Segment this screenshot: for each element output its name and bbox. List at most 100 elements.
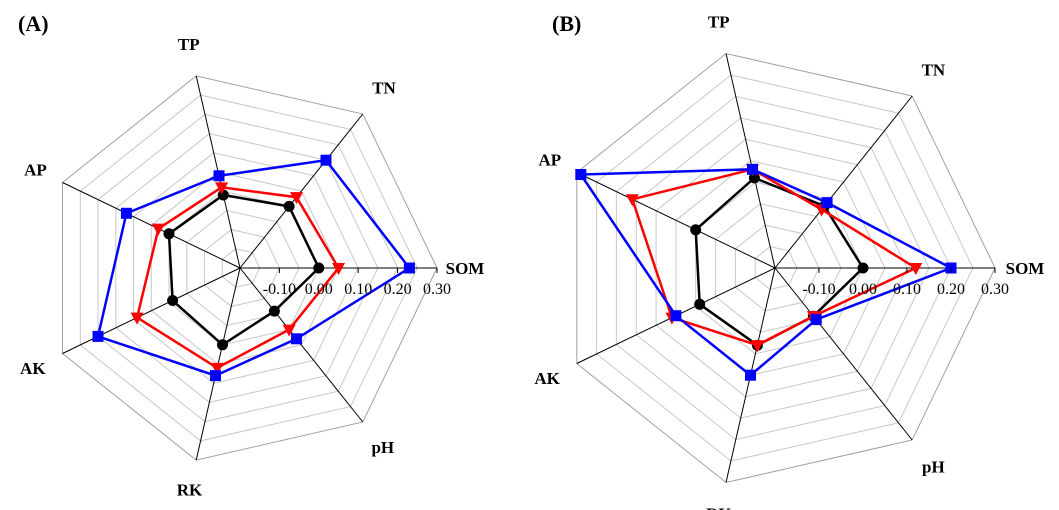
axis-label-ak: AK [20,359,46,378]
axis-label-ph: pH [922,458,945,477]
axis-label-tp: TP [708,12,730,31]
data-point [750,340,764,353]
axis-spokes [62,75,437,461]
radar-chart-b: (B) SOM TN TP AP AK RK pH -0.10 0.00 0.10 0.20 0.30 [534,11,1044,510]
axis-line-ph [239,267,364,423]
tick-labels: -0.10 0.00 0.10 0.20 0.30 [263,268,451,298]
data-point [690,224,702,236]
grid-ring [695,181,864,355]
tick-label: 0.20 [384,281,412,298]
axis-label-tn: TN [922,60,946,79]
data-point [92,330,104,342]
axis-label-tn: TN [372,78,396,97]
axis-label-rk: RK [177,480,203,499]
data-point [268,305,280,317]
tick-labels: -0.10 0.00 0.10 0.20 0.30 [802,268,1009,298]
axis-labels: SOM TN TP AP AK RK pH [20,35,485,499]
data-point [747,163,758,175]
grid-ring [115,133,379,403]
data-point [821,197,833,209]
tick-label: 0.30 [423,281,451,298]
data-point [320,154,332,166]
series-1 [625,164,923,353]
data-point [213,170,225,182]
data-point [120,207,132,219]
series-line [630,167,919,347]
axis-labels: SOM TN TP AP AK RK pH [534,12,1044,510]
data-point [283,200,295,212]
series-1 [130,182,345,375]
grid-ring [150,171,340,365]
grid-ring [204,229,280,307]
axis-label-ak: AK [534,369,560,388]
grid-ring [615,95,952,441]
data-point [810,314,822,326]
axis-label-ph: pH [371,438,394,457]
data-point [151,223,165,236]
data-point [670,310,682,322]
series-line [578,168,955,377]
axis-line-tn [239,113,364,269]
grid-ring [576,52,996,484]
grid-ring [97,113,399,423]
axis-line-tp [725,53,776,269]
grid-ring [133,152,359,384]
axis-line-tn [774,95,913,269]
radar-chart-a: (A) SOM TN TP AP AK RK pH -0.10 0.00 0.10 0.20 0.30 [18,11,484,499]
data-point [215,182,229,195]
grid-ring [62,75,438,461]
grid-ring [635,117,930,419]
data-point [748,172,760,184]
axis-label-som: SOM [446,259,485,278]
tick-label: 0.10 [893,281,921,298]
axis-label-ap: AP [538,151,561,170]
tick-label: -0.10 [802,281,835,298]
tick-label: -0.10 [263,281,296,298]
data-point [282,324,296,337]
axis-spokes [576,53,995,483]
data-point [167,295,179,306]
data-point [210,362,224,375]
tick-label: 0.00 [305,281,333,298]
data-point [745,369,756,381]
data-point [909,263,923,275]
series-line [96,158,412,377]
axis-line-ph [774,267,913,441]
data-point [694,298,706,310]
tick-label: 0.00 [849,281,877,298]
data-point [332,263,345,275]
series-0 [163,189,325,351]
tick-label: 0.20 [937,281,965,298]
grid-ring [675,160,886,376]
axis-label-rk: RK [706,505,732,510]
data-point [290,192,304,205]
data-point [575,169,587,180]
axis-line-ap [62,182,241,269]
grid-ring [734,224,820,312]
series-line [135,185,341,370]
data-point [130,312,144,325]
grid-ring [221,248,261,288]
grid-ring [79,94,418,442]
grid-rings [62,75,438,461]
grid-ring [715,203,842,333]
axis-label-ap: AP [24,161,47,180]
grid-rings [576,52,996,484]
panel-label-b: (B) [552,11,581,36]
axis-label-tp: TP [178,35,200,54]
data-point [403,262,415,274]
tick-label: 0.10 [344,281,372,298]
axis-label-som: SOM [1006,259,1045,278]
tick-label: 0.30 [981,281,1009,298]
series-0 [690,172,869,351]
series-line [167,193,321,347]
grid-ring [754,246,798,290]
series-2 [92,154,415,382]
data-point [163,228,175,240]
axis-line-ap [576,172,776,269]
data-point [291,333,302,345]
data-point [217,339,228,351]
data-point [625,194,639,207]
data-point [210,370,221,382]
